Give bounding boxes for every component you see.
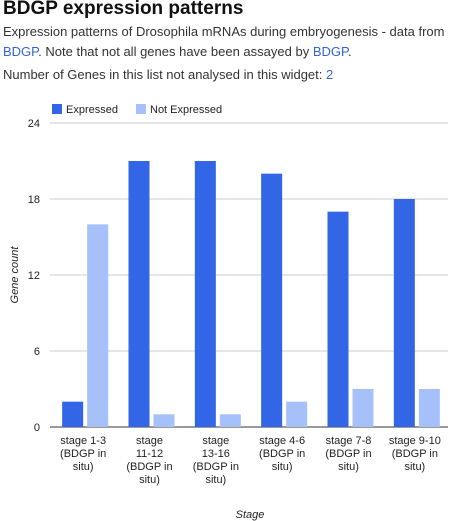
bar-layer xyxy=(62,161,440,427)
legend-label-expressed: Expressed xyxy=(66,104,118,116)
legend-label-not-expressed: Not Expressed xyxy=(150,104,222,116)
x-category-label-line: stage 7-8 xyxy=(326,435,372,447)
x-category-label: stage 9-10 (BDGP in situ) xyxy=(389,435,441,473)
x-category-label-line: (BDGP in xyxy=(325,448,371,460)
bar-expressed xyxy=(394,199,415,427)
bar-expressed xyxy=(195,161,216,427)
x-category-label-line: situ) xyxy=(338,461,359,473)
bar-not-expressed xyxy=(286,402,307,427)
x-category-label-line: situ) xyxy=(139,474,160,486)
x-category-label: stage 1-3 (BDGP in situ) xyxy=(60,435,106,473)
x-category-label-line: (BDGP in xyxy=(193,461,239,473)
x-category-label-line: stage xyxy=(136,435,163,447)
x-category-label: stage 11-12 (BDGP in situ) xyxy=(126,435,172,486)
x-category-label-line: stage 4-6 xyxy=(259,435,305,447)
y-tick-label: 6 xyxy=(34,346,40,358)
bar-expressed xyxy=(261,174,282,427)
x-axis-title: Stage xyxy=(236,509,265,521)
x-category-label: stage 13-16 (BDGP in situ) xyxy=(193,435,239,486)
x-category-label: stage 7-8 (BDGP in situ) xyxy=(325,435,371,473)
x-category-label-line: situ) xyxy=(205,474,226,486)
bar-not-expressed xyxy=(154,414,175,427)
x-category-label: stage 4-6 (BDGP in situ) xyxy=(259,435,305,473)
x-category-label-line: stage xyxy=(202,435,229,447)
y-tick-label: 0 xyxy=(34,422,40,434)
x-category-label-line: (BDGP in xyxy=(392,448,438,460)
x-category-label-line: stage 9-10 xyxy=(389,435,441,447)
x-category-label-line: (BDGP in xyxy=(259,448,305,460)
bar-not-expressed xyxy=(419,389,440,427)
bar-expressed xyxy=(328,212,349,427)
bar-expressed xyxy=(62,402,83,427)
y-tick-label: 12 xyxy=(28,270,40,282)
x-category-label-line: 11-12 xyxy=(136,448,163,460)
x-category-label-line: situ) xyxy=(272,461,293,473)
x-category-label-line: 13-16 xyxy=(202,448,230,460)
legend-swatch-expressed xyxy=(52,104,62,114)
x-category-label-line: stage 1-3 xyxy=(60,435,106,447)
bar-not-expressed xyxy=(87,224,108,427)
bar-not-expressed xyxy=(220,414,241,427)
grid-layer xyxy=(50,123,448,427)
y-axis-title: Gene count xyxy=(9,246,21,304)
x-category-label-line: (BDGP in xyxy=(60,448,106,460)
legend-swatch-not-expressed xyxy=(136,104,146,114)
legend[interactable]: Expressed Not Expressed xyxy=(52,104,222,116)
x-category-label-line: situ) xyxy=(73,461,94,473)
x-category-label-line: situ) xyxy=(404,461,425,473)
x-category-label-line: (BDGP in xyxy=(126,461,172,473)
y-tick-label: 18 xyxy=(28,194,40,206)
bar-not-expressed xyxy=(353,389,374,427)
y-tick-label: 24 xyxy=(28,118,40,130)
bar-expressed xyxy=(129,161,150,427)
